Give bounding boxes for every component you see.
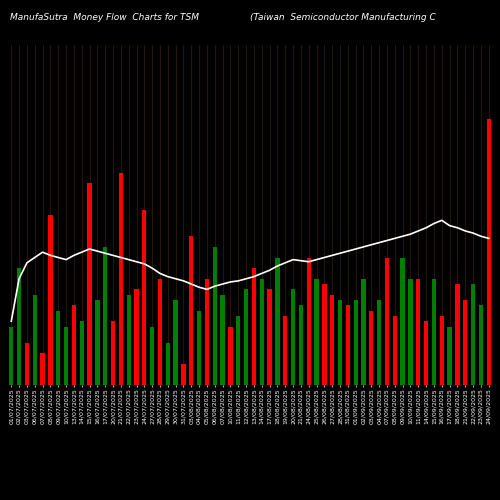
Bar (330, 294, 334, 385)
Bar (440, 316, 444, 385)
Bar (174, 300, 178, 385)
Bar (126, 294, 131, 385)
Bar (471, 284, 475, 385)
Text: (Taiwan  Semiconductor Manufacturing C: (Taiwan Semiconductor Manufacturing C (250, 12, 436, 22)
Bar (142, 210, 146, 385)
Bar (64, 326, 68, 385)
Bar (424, 322, 428, 385)
Bar (252, 268, 256, 385)
Bar (408, 279, 412, 385)
Bar (95, 300, 100, 385)
Bar (236, 316, 240, 385)
Bar (338, 300, 342, 385)
Bar (448, 326, 452, 385)
Bar (134, 290, 138, 385)
Bar (17, 268, 21, 385)
Bar (150, 326, 154, 385)
Bar (322, 284, 326, 385)
Bar (166, 342, 170, 385)
Bar (362, 279, 366, 385)
Bar (346, 306, 350, 385)
Bar (298, 306, 303, 385)
Bar (400, 258, 405, 385)
Bar (118, 172, 123, 385)
Bar (260, 279, 264, 385)
Bar (72, 306, 76, 385)
Bar (220, 294, 225, 385)
Bar (369, 310, 374, 385)
Bar (158, 279, 162, 385)
Bar (275, 258, 280, 385)
Bar (25, 342, 29, 385)
Bar (80, 322, 84, 385)
Text: ManufaSutra  Money Flow  Charts for TSM: ManufaSutra Money Flow Charts for TSM (10, 12, 199, 22)
Bar (392, 316, 397, 385)
Bar (103, 247, 108, 385)
Bar (283, 316, 288, 385)
Bar (377, 300, 382, 385)
Bar (212, 247, 217, 385)
Bar (40, 353, 44, 385)
Bar (189, 236, 194, 385)
Bar (182, 364, 186, 385)
Bar (9, 326, 14, 385)
Bar (228, 326, 232, 385)
Bar (486, 120, 491, 385)
Bar (88, 183, 92, 385)
Bar (244, 290, 248, 385)
Bar (416, 279, 420, 385)
Bar (306, 258, 311, 385)
Bar (268, 290, 272, 385)
Bar (48, 215, 52, 385)
Bar (111, 322, 115, 385)
Bar (32, 294, 37, 385)
Bar (479, 306, 483, 385)
Bar (432, 279, 436, 385)
Bar (463, 300, 468, 385)
Bar (205, 279, 209, 385)
Bar (354, 300, 358, 385)
Bar (291, 290, 295, 385)
Bar (197, 310, 202, 385)
Bar (385, 258, 389, 385)
Bar (456, 284, 460, 385)
Bar (56, 310, 60, 385)
Bar (314, 279, 318, 385)
